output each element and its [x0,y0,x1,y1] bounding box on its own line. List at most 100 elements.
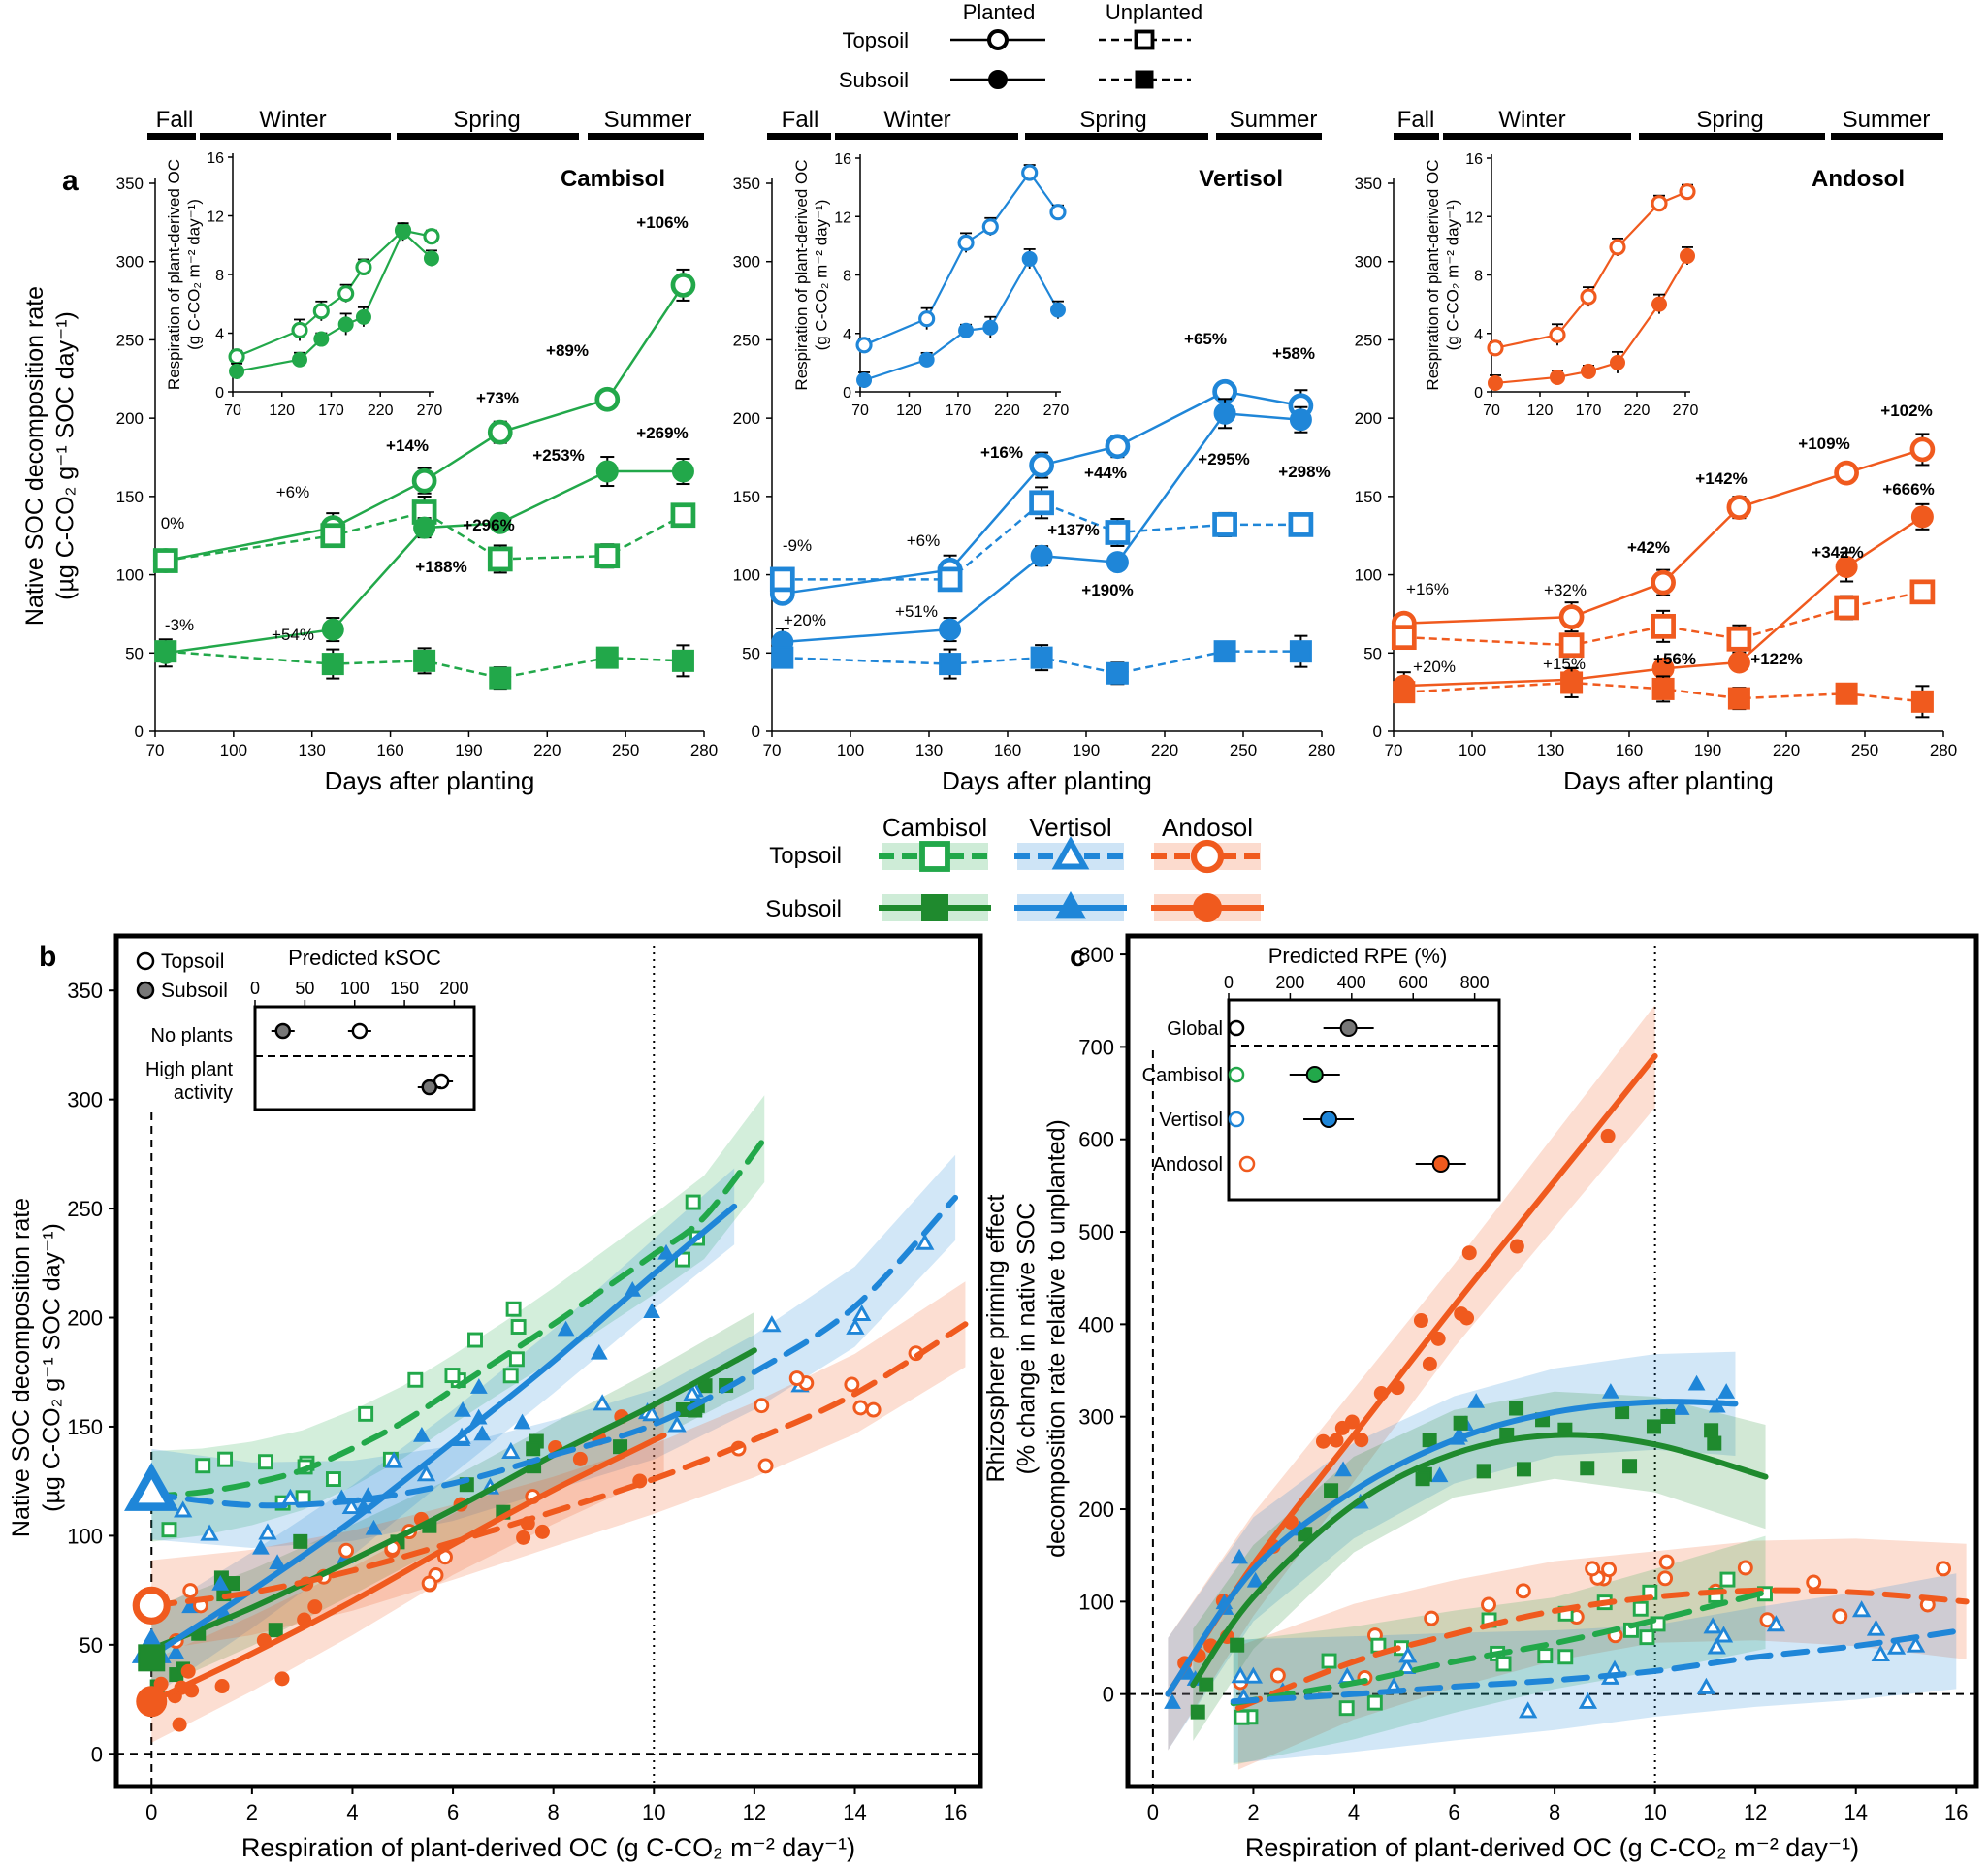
series-line [165,469,684,655]
inset-y-title-line1: Respiration of plant-derived OC [165,159,183,390]
data-point [1213,640,1236,663]
scatter-point [195,1458,211,1474]
panel-label-b: b [39,941,56,973]
scatter-point [510,1319,527,1335]
inset-data-point [337,316,354,333]
scatter-point [1315,1433,1331,1449]
intercept-andosol-topsoil [132,1586,171,1625]
data-point [1105,434,1131,460]
scatter-point [593,1394,612,1411]
fit-line [1234,1587,1970,1711]
scatter-point [293,1533,308,1549]
inset-x-tick-label: 220 [994,403,1020,419]
x-tick-label: 160 [1616,741,1643,759]
scatter-point [1658,1554,1675,1570]
data-point [1212,512,1237,537]
confidence-band [151,1095,765,1542]
inset-y-tick-label: 0 [843,385,851,402]
scatter-point [1164,1693,1181,1709]
confidence-band [1168,1005,1655,1751]
scatter-point [754,1398,770,1414]
inset-y-tick-label: 4 [1474,327,1483,343]
scatter-point [1580,1461,1595,1476]
scatter-point [1396,1657,1417,1675]
legend-subsoil-marker [136,981,155,1000]
legend-subsoil-label: Subsoil [765,896,842,922]
inset-x-tick-label: 170 [318,403,344,419]
y-tick-label: 0 [135,723,144,741]
percent-annotation: +6% [276,483,310,501]
fit-line [148,1321,969,1609]
scatter-point [1334,1420,1350,1435]
legend-subsoil-planted-marker [988,70,1008,89]
data-point [1029,452,1054,478]
legend-marker [1193,893,1222,922]
inset-row-label: Cambisol [1142,1065,1223,1086]
scatter-point [268,1623,283,1638]
data-point [1288,512,1314,537]
y-title-line2: (µg C-CO₂ g⁻¹ SOC day⁻¹) [38,1223,65,1512]
inset-data-point [1550,369,1565,385]
y-tick-label: 200 [1078,1498,1114,1522]
data-point [1835,682,1858,705]
legend-planted-label: Planted [963,0,1036,24]
inset-x-tick-label: 150 [390,979,419,998]
inset-data-point [291,321,308,339]
percent-annotation: +58% [1272,344,1315,363]
inset-data-point [312,303,330,320]
y-tick-label: 350 [67,979,103,1003]
data-point [321,618,344,641]
scatter-point [1509,1401,1524,1416]
data-point [1289,408,1312,432]
percent-annotation: +89% [546,341,589,360]
data-point [413,649,436,672]
scatter-point [1672,1400,1690,1415]
y-tick-label: 50 [125,644,144,662]
data-point [1106,661,1129,685]
inset-x-tick-label: 120 [1527,403,1554,419]
percent-annotation: -3% [165,616,194,634]
x-tick-label: 16 [944,1800,967,1824]
data-point [413,516,436,539]
fit-line [148,1194,959,1509]
scatter-point [307,1599,323,1615]
season-bar [397,133,579,140]
inset-y-axis-title: Respiration of plant-derived OC(g C-CO₂ … [1424,159,1461,390]
y-tick-label: 100 [1078,1590,1114,1614]
data-point [1909,579,1936,605]
data-point [489,666,512,690]
scatter-point [508,1351,525,1368]
scatter-point [513,1413,531,1430]
scatter-point [269,1554,286,1569]
inset-series-line [236,229,433,358]
data-point [1105,520,1131,545]
x-tick-label: 8 [548,1800,560,1824]
scatter-point [1687,1374,1706,1391]
y-tick-label: 100 [116,566,144,585]
scatter-point [1806,1574,1822,1591]
series-line [165,510,685,563]
series-line [165,650,684,680]
season-label: Summer [604,107,692,133]
x-tick-label: 0 [1147,1800,1159,1824]
scatter-point [1467,1393,1486,1408]
scatter-point [1737,1560,1753,1576]
scatter-point [1398,1646,1418,1663]
scatter-point [1871,1644,1890,1661]
data-point [1835,556,1858,578]
scatter-point [516,1530,531,1545]
data-point [1393,681,1416,704]
inset-x-tick-label: 800 [1460,973,1490,992]
legend-unplanted-label: Unplanted [1106,0,1202,24]
data-point [1834,595,1859,621]
panel-title: Cambisol [561,166,665,192]
scatter-point [325,1471,341,1487]
scatter-point [1622,1459,1638,1474]
x-tick-label: 250 [1851,741,1878,759]
scatter-point [1660,1408,1676,1424]
scatter-point [1714,1626,1734,1643]
scatter-point [1578,1691,1598,1709]
fit-line [148,1203,738,1659]
data-point [1726,495,1752,521]
